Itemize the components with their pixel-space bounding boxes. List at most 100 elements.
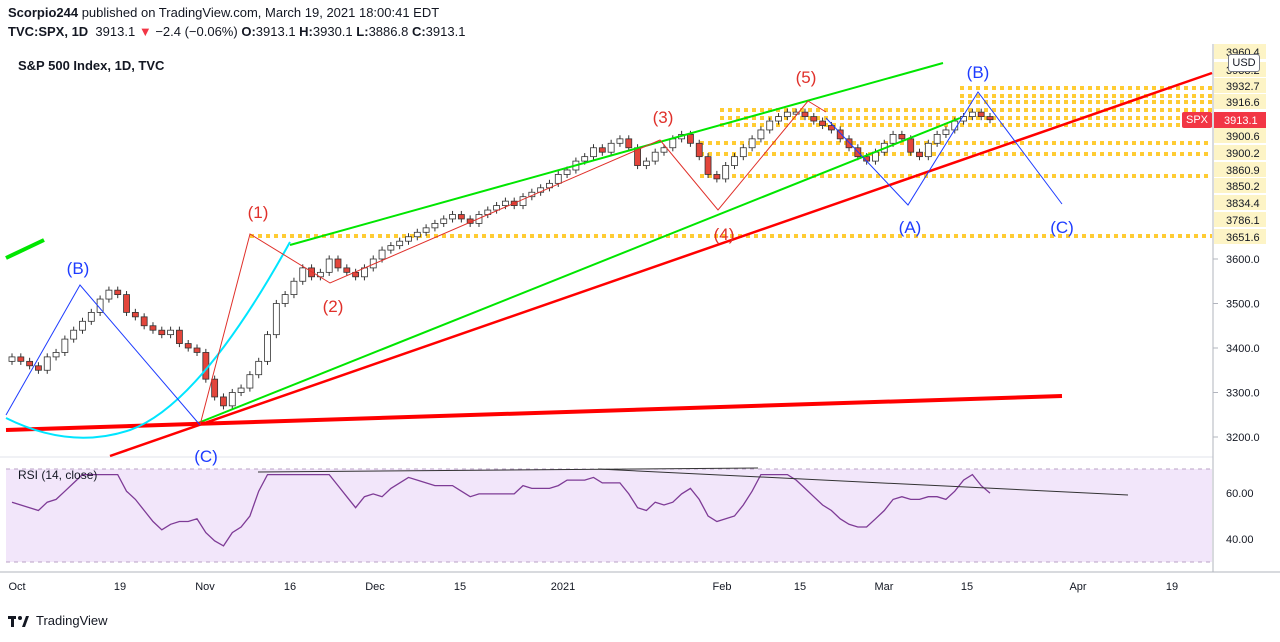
candle-body — [61, 338, 69, 353]
candle-body — [563, 169, 571, 175]
down-arrow-icon: ▼ — [138, 24, 152, 39]
price-tick-label: 3200.0 — [1226, 432, 1260, 444]
candle-body — [757, 129, 765, 140]
candle-body — [35, 365, 42, 371]
candle-body — [52, 352, 60, 358]
level-label: 3916.6 — [1226, 97, 1260, 109]
candle-body — [590, 147, 597, 158]
level-label-bg — [1214, 94, 1266, 109]
candle-body — [986, 116, 994, 121]
level-label: 3900.2 — [1226, 148, 1260, 160]
wave-label: (C) — [194, 447, 218, 466]
time-axis-label: Feb — [713, 581, 732, 593]
candle-body — [625, 138, 633, 149]
candle-body — [968, 111, 976, 118]
candle-body — [140, 316, 148, 327]
candle-body — [598, 147, 606, 153]
candle-body — [281, 294, 289, 304]
candle-body — [493, 205, 500, 211]
candle-body — [290, 280, 298, 296]
candle-body — [828, 125, 835, 131]
blue-wave-left — [5, 284, 201, 426]
candle-body — [722, 165, 730, 180]
candle-body — [167, 329, 174, 336]
level-label-bg — [1214, 78, 1266, 93]
rsi-divergence-line — [597, 468, 1129, 496]
wave-label: (B) — [67, 259, 90, 278]
candle-body — [149, 325, 157, 331]
candle-body — [378, 249, 386, 260]
candle-body — [669, 138, 677, 149]
level-label: 3786.1 — [1226, 215, 1260, 227]
candle-body — [272, 303, 280, 336]
candle-body — [79, 320, 86, 331]
time-axis-label: 15 — [961, 581, 973, 593]
time-axis-label: Nov — [195, 581, 215, 593]
time-axis-label: 15 — [454, 581, 466, 593]
author[interactable]: Scorpio244 — [8, 5, 79, 20]
candle-body — [457, 214, 465, 220]
candle-body — [17, 356, 25, 362]
green-short-line — [5, 238, 45, 260]
level-label-bg — [1214, 145, 1266, 160]
rsi-line — [11, 473, 991, 547]
candle-body — [933, 133, 941, 144]
candle-body — [220, 396, 227, 407]
candle-body — [264, 334, 271, 362]
level-label-bg — [1214, 229, 1266, 244]
green-upper-channel — [289, 62, 944, 246]
candle-body — [184, 343, 192, 349]
wave-label: (5) — [796, 68, 817, 87]
candle-body — [237, 387, 245, 393]
candle-body — [449, 214, 456, 220]
footer-brand[interactable]: TradingView — [36, 613, 108, 628]
candle-body — [334, 258, 342, 269]
candle-body — [748, 138, 756, 149]
candle-body — [687, 133, 694, 144]
candle-body — [810, 116, 818, 122]
rsi-legend: RSI (14, close) — [18, 468, 98, 482]
wave-label: (1) — [248, 203, 269, 222]
ohlc-bar: TVC:SPX, 1D 3913.1 ▼ −2.4 (−0.06%) O:391… — [8, 24, 466, 39]
candle-body — [387, 245, 395, 251]
candle-body — [704, 156, 712, 175]
candle-body — [123, 294, 130, 313]
candle-body — [783, 111, 791, 118]
level-label-bg — [1214, 212, 1266, 227]
candle-body — [70, 329, 78, 340]
price-tick-label: 3300.0 — [1226, 388, 1260, 400]
candle-body — [105, 289, 113, 300]
footer: TradingView — [8, 613, 108, 628]
time-axis-label: 16 — [284, 581, 296, 593]
candle-body — [977, 111, 985, 118]
current-price-label: 3913.1 — [1224, 115, 1258, 127]
time-axis-label: 2021 — [551, 581, 575, 593]
wave-label: (3) — [653, 108, 674, 127]
currency-label[interactable]: USD — [1228, 54, 1260, 72]
price-tick-label: 3500.0 — [1226, 299, 1260, 311]
candle-body — [836, 129, 844, 140]
time-axis-label: Oct — [8, 581, 25, 593]
level-label: 3900.6 — [1226, 131, 1260, 143]
candle-body — [405, 236, 412, 242]
level-label: 3834.4 — [1226, 198, 1260, 210]
candle-body — [907, 138, 915, 153]
candle-body — [131, 311, 139, 318]
candle-body — [87, 311, 95, 322]
candle-body — [43, 356, 51, 371]
level-label: 3651.6 — [1226, 232, 1260, 244]
candle-body — [960, 116, 967, 122]
candle-body — [616, 138, 624, 144]
rsi-tick-label: 40.00 — [1226, 534, 1254, 546]
time-axis-label: Mar — [875, 581, 894, 593]
symbol: TVC:SPX, 1D — [8, 24, 89, 39]
candle-body — [211, 378, 219, 398]
candle-body — [422, 227, 430, 233]
candle-body — [246, 374, 254, 389]
wave-label: (2) — [323, 297, 344, 316]
candle-body — [845, 138, 853, 149]
red-trendline — [109, 71, 1213, 458]
blue-wave-right — [825, 91, 1063, 206]
price-tick-label: 3400.0 — [1226, 343, 1260, 355]
